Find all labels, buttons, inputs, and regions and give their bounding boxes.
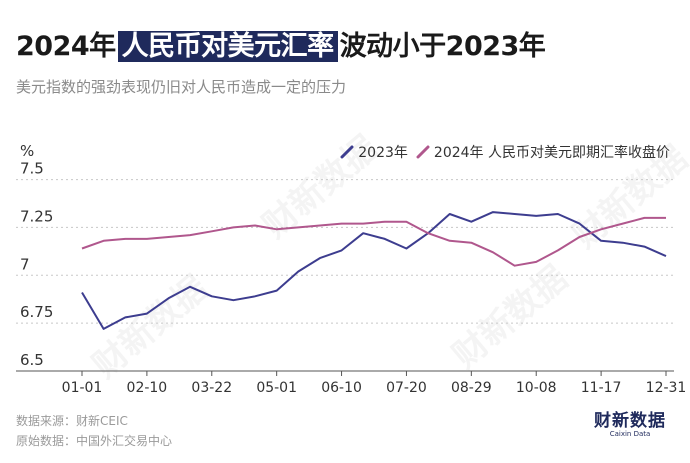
x-tick-label: 02-10 [127,380,168,396]
x-tick-label: 06-10 [321,380,362,396]
x-tick-label: 11-17 [581,380,622,396]
x-tick-label: 12-31 [646,380,687,396]
brand-logo: 财新数据 Caixin Data [594,412,666,439]
legend-item-2023: 2023年 [340,142,408,162]
y-axis-unit: % [20,142,35,160]
title-prefix: 2024年 [16,31,116,62]
chart-title: 2024年 人民币对美元汇率 波动小于2023年 [16,30,546,64]
legend-swatch-2023 [340,145,354,159]
title-suffix: 波动小于2023年 [339,31,546,62]
y-tick-label: 7 [20,255,30,273]
x-tick-label: 01-01 [62,380,103,396]
x-tick-label: 10-08 [516,380,557,396]
y-tick-label: 7.5 [20,160,44,178]
y-tick-label: 6.5 [20,351,44,369]
y-tick-label: 7.25 [20,207,53,225]
legend-label-2023: 2023年 [358,145,408,161]
x-tick-label: 08-29 [451,380,492,396]
brand-name: 财新数据 [594,411,666,431]
title-highlight: 人民币对美元汇率 [117,31,338,62]
source-note: 数据来源：财新CEIC [16,414,128,428]
series-line-2023 [81,211,667,330]
legend-label-2024: 2024年 人民币对美元即期汇率收盘价 [433,145,670,161]
series-line-2024 [81,216,666,267]
y-tick-label: 6.75 [20,303,53,321]
legend: 2023年 2024年 人民币对美元即期汇率收盘价 [332,142,670,162]
legend-item-2024: 2024年 人民币对美元即期汇率收盘价 [416,142,670,162]
brand-name-en: Caixin Data [609,430,651,438]
x-tick-label: 07-20 [386,380,427,396]
x-tick-label: 03-22 [191,380,232,396]
legend-swatch-2024 [416,145,430,159]
raw-data-note: 原始数据：中国外汇交易中心 [16,434,173,448]
chart-subtitle: 美元指数的强劲表现仍旧对人民币造成一定的压力 [16,78,347,96]
x-tick-label: 05-01 [256,380,297,396]
